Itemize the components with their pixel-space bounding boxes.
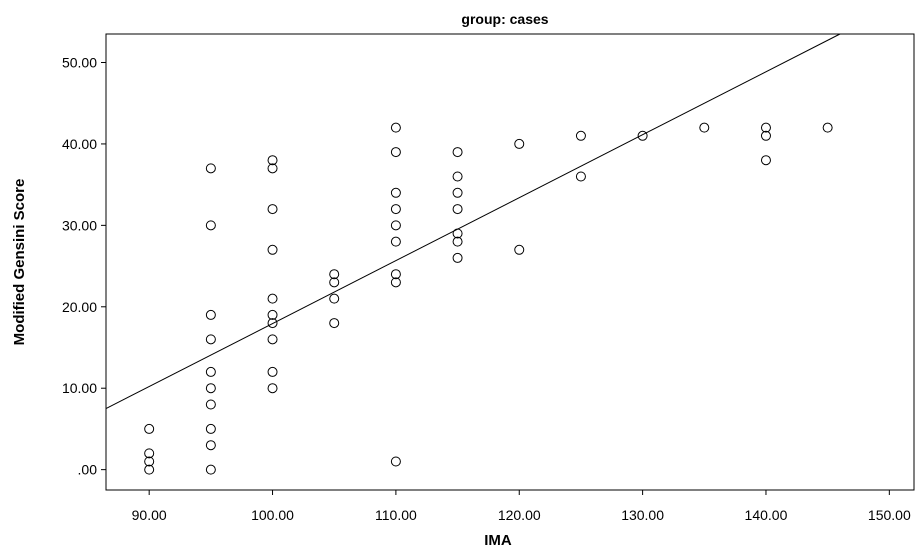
y-tick-label: 40.00	[62, 136, 97, 152]
data-point	[390, 204, 401, 215]
data-point	[205, 383, 216, 394]
data-point	[452, 236, 463, 247]
y-tick-label: .00	[78, 462, 98, 478]
data-point	[205, 399, 216, 410]
data-point	[267, 204, 278, 215]
plot-frame	[105, 33, 915, 491]
x-tick-label: 90.00	[132, 507, 167, 523]
data-point	[390, 236, 401, 247]
data-point	[144, 448, 155, 459]
fit-line-group	[105, 33, 841, 410]
data-point	[267, 309, 278, 320]
x-tick-label: 140.00	[745, 507, 788, 523]
y-axis-label: Modified Gensini Score	[11, 179, 28, 346]
data-point	[514, 138, 525, 149]
data-point	[699, 122, 710, 133]
data-point	[822, 122, 833, 133]
data-point	[637, 130, 648, 141]
data-point	[390, 456, 401, 467]
data-point	[144, 464, 155, 475]
data-point	[390, 220, 401, 231]
data-point	[514, 244, 525, 255]
data-point	[267, 334, 278, 345]
data-point	[760, 155, 771, 166]
data-point	[205, 423, 216, 434]
points-group	[144, 122, 833, 475]
x-tick-label: 100.00	[251, 507, 294, 523]
data-point	[329, 277, 340, 288]
data-point	[267, 383, 278, 394]
data-point	[205, 220, 216, 231]
data-point	[760, 122, 771, 133]
data-point	[575, 171, 586, 182]
x-axis-label: IMA	[484, 532, 512, 549]
y-tick-label: 10.00	[62, 380, 97, 396]
data-point	[329, 269, 340, 280]
data-point	[144, 456, 155, 467]
data-point	[390, 269, 401, 280]
data-point	[390, 277, 401, 288]
x-tick-label: 120.00	[498, 507, 541, 523]
x-tick-label: 110.00	[375, 507, 417, 523]
fit-line	[105, 33, 841, 410]
data-point	[575, 130, 586, 141]
x-tick-label: 150.00	[868, 507, 911, 523]
data-point	[205, 366, 216, 377]
data-point	[205, 163, 216, 174]
x-tick-label: 130.00	[621, 507, 664, 523]
data-point	[390, 122, 401, 133]
data-point	[267, 318, 278, 329]
data-point	[452, 204, 463, 215]
x-axis: 90.00 100.00 110.00 120.00 130.00 140.00 150.0…	[132, 490, 911, 523]
data-point	[390, 147, 401, 158]
data-point	[329, 318, 340, 329]
data-point	[760, 130, 771, 141]
data-point	[267, 293, 278, 304]
data-point	[267, 366, 278, 377]
data-point	[452, 187, 463, 198]
y-tick-label: 50.00	[62, 55, 97, 71]
data-point	[267, 163, 278, 174]
data-point	[329, 293, 340, 304]
data-point	[267, 244, 278, 255]
data-point	[452, 171, 463, 182]
data-point	[452, 252, 463, 263]
data-point	[205, 464, 216, 475]
data-point	[452, 228, 463, 239]
data-point	[144, 423, 155, 434]
data-point	[205, 309, 216, 320]
data-point	[205, 440, 216, 451]
chart-title: group: cases	[461, 11, 548, 27]
y-tick-label: 30.00	[62, 217, 97, 233]
data-point	[267, 155, 278, 166]
data-point	[390, 187, 401, 198]
data-point	[205, 334, 216, 345]
y-tick-label: 20.00	[62, 299, 97, 315]
y-axis: .00 10.00 20.00 30.00 40.00 50.00	[62, 55, 106, 478]
data-point	[452, 147, 463, 158]
